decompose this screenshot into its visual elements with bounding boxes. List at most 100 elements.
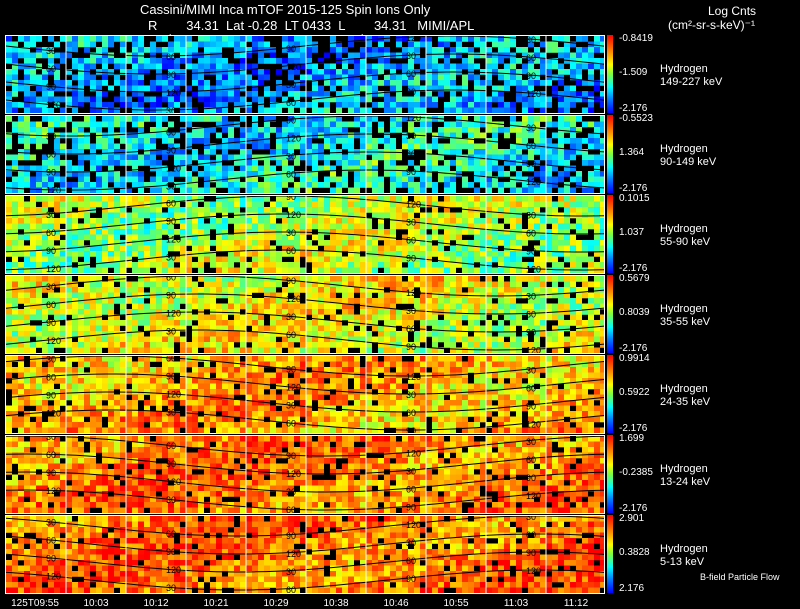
heatmap-cell: [228, 196, 234, 202]
heatmap-cell: [288, 218, 294, 224]
heatmap-cell: [222, 154, 228, 161]
heatmap-cell: [366, 267, 372, 273]
heatmap-cell: [222, 58, 228, 64]
heatmap-cell: [504, 303, 510, 310]
heatmap-cell: [444, 298, 450, 304]
heatmap-cell: [510, 251, 516, 257]
heatmap-cell: [462, 276, 468, 282]
heatmap-cell: [402, 176, 408, 183]
heatmap-cell: [456, 281, 462, 288]
heatmap-cell: [108, 154, 114, 161]
heatmap-cell: [480, 102, 486, 108]
heatmap-cell: [258, 132, 264, 139]
heatmap-cell: [510, 196, 516, 202]
heatmap-cell: [276, 154, 282, 161]
heatmap-cell: [510, 149, 516, 155]
heatmap-cell: [354, 256, 360, 263]
heatmap-cell: [564, 342, 570, 348]
heatmap-cell: [576, 138, 582, 144]
heatmap-cell: [498, 102, 504, 108]
heatmap-cell: [426, 287, 432, 293]
heatmap-cell: [498, 207, 504, 213]
heatmap-cell: [450, 251, 456, 257]
heatmap-cell: [18, 207, 24, 213]
heatmap-cell: [258, 218, 264, 224]
heatmap-cell: [78, 320, 84, 326]
heatmap-cell: [384, 201, 390, 208]
heatmap-cell: [378, 212, 384, 219]
heatmap-cell: [264, 262, 270, 268]
heatmap-cell: [198, 41, 204, 48]
heatmap-cell: [294, 182, 300, 188]
heatmap-cell: [312, 212, 318, 219]
heatmap-cell: [24, 182, 30, 188]
heatmap-cell: [36, 207, 42, 213]
heatmap-cell: [174, 201, 180, 208]
heatmap-cell: [558, 303, 564, 310]
heatmap-cell: [180, 361, 186, 368]
heatmap-cell: [240, 63, 246, 70]
heatmap-cell: [552, 347, 558, 353]
colorbar-cmid-label: 1.364: [619, 147, 645, 158]
heatmap-cell: [408, 309, 414, 315]
heatmap-cell: [600, 240, 604, 246]
heatmap-cell: [570, 256, 576, 263]
heatmap-cell: [360, 154, 366, 161]
heatmap-cell: [228, 187, 234, 193]
heatmap-cell: [396, 41, 402, 48]
spectrogram-panel: 30 60 90 120 30 60 90 120 30 60 90 120 30 60 90 120 30 60…: [5, 355, 605, 434]
heatmap-cell: [120, 331, 126, 337]
heatmap-cell: [348, 223, 354, 230]
heatmap-cell: [438, 292, 444, 299]
heatmap-cell: [408, 234, 414, 241]
heatmap-cell: [30, 121, 36, 128]
heatmap-cell: [186, 262, 192, 268]
heatmap-cell: [102, 361, 108, 368]
heatmap-cell: [384, 96, 390, 103]
heatmap-cell: [324, 154, 330, 161]
heatmap-cell: [420, 361, 426, 368]
heatmap-cell: [576, 52, 582, 59]
heatmap-cell: [24, 201, 30, 208]
heatmap-cell: [84, 309, 90, 315]
heatmap-cell: [204, 176, 210, 183]
heatmap-cell: [432, 58, 438, 64]
contour-label: 30: [406, 51, 416, 61]
heatmap-cell: [132, 267, 138, 273]
heatmap-cell: [342, 281, 348, 288]
heatmap-cell: [150, 85, 156, 92]
heatmap-cell: [168, 292, 174, 299]
species-name: Hydrogen: [660, 303, 708, 315]
heatmap-cell: [132, 171, 138, 177]
heatmap-cell: [366, 143, 372, 150]
heatmap-cell: [156, 201, 162, 208]
heatmap-cell: [186, 102, 192, 108]
heatmap-cell: [342, 182, 348, 188]
heatmap-cell: [600, 176, 604, 183]
heatmap-cell: [546, 218, 552, 224]
heatmap-cell: [582, 182, 588, 188]
heatmap-cell: [240, 234, 246, 241]
heatmap-cell: [354, 342, 360, 348]
heatmap-cell: [294, 102, 300, 108]
heatmap-cell: [546, 47, 552, 53]
heatmap-cell: [264, 132, 270, 139]
heatmap-cell: [336, 182, 342, 188]
heatmap-cell: [384, 251, 390, 257]
heatmap-cell: [84, 267, 90, 273]
heatmap-cell: [216, 74, 222, 81]
heatmap-cell: [252, 342, 258, 348]
heatmap-cell: [258, 58, 264, 64]
heatmap-cell: [252, 347, 258, 353]
heatmap-cell: [522, 176, 528, 183]
heatmap-cell: [54, 320, 60, 326]
heatmap-cell: [210, 63, 216, 70]
contour-label: 30: [166, 327, 176, 337]
heatmap-cell: [12, 187, 18, 193]
heatmap-cell: [48, 223, 54, 230]
heatmap-cell: [72, 229, 78, 235]
heatmap-cell: [114, 256, 120, 263]
heatmap-cell: [474, 223, 480, 230]
heatmap-cell: [102, 212, 108, 219]
heatmap-cell: [552, 281, 558, 288]
